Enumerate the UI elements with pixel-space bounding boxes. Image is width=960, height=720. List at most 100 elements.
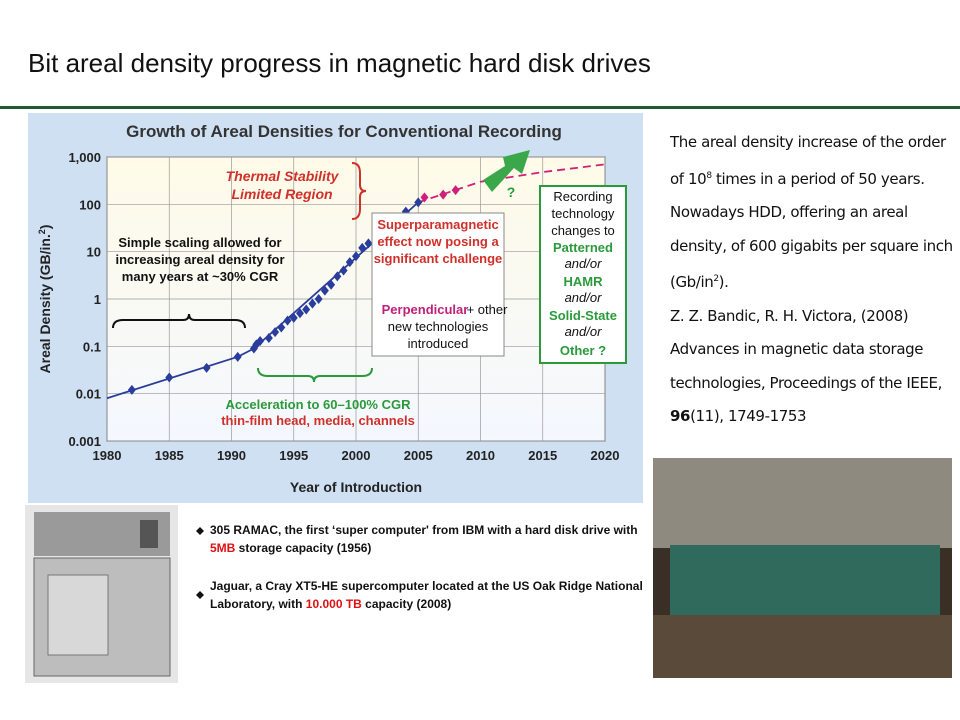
- data-point: [339, 265, 348, 276]
- data-point: [165, 372, 174, 383]
- red-brace: [351, 162, 367, 220]
- volume: 96: [670, 407, 691, 425]
- data-point: [256, 335, 265, 346]
- ramac-photo: [25, 505, 178, 683]
- data-point: [127, 384, 136, 395]
- chart-title: Growth of Areal Densities for Convention…: [126, 122, 562, 141]
- text: (11), 1749-1753: [690, 407, 807, 425]
- text: Jaguar, a Cray XT5-HE supercomputer loca…: [210, 579, 643, 611]
- note-line: Recording: [553, 189, 612, 204]
- y-label-part: ): [37, 225, 53, 230]
- title-rule: [0, 106, 960, 109]
- thermal-note: Thermal Stability Limited Region: [226, 168, 340, 202]
- recording-box: [539, 185, 627, 364]
- y-tick-label: 1: [94, 292, 101, 307]
- note-line: Patterned: [553, 240, 613, 255]
- x-tick-label: 1985: [155, 448, 184, 463]
- question-mark: ?: [507, 184, 516, 200]
- scaling-note: Simple scaling allowed for increasing ar…: [115, 235, 284, 284]
- x-tick-label: 1980: [93, 448, 122, 463]
- x-tick-label: 2005: [404, 448, 433, 463]
- data-point: [320, 285, 329, 296]
- caption: Jaguar, a Cray XT5-HE supercomputer loca…: [197, 577, 657, 613]
- data-point: [414, 197, 423, 208]
- y-tick-label: 100: [79, 197, 101, 212]
- data-point: [420, 192, 429, 203]
- x-tick-label: 2000: [342, 448, 371, 463]
- authors: Z. Z. Bandic, R. H. Victora, (2008): [670, 306, 909, 325]
- note-line: thin-film head, media, channels: [221, 413, 415, 428]
- projection-line: [417, 163, 606, 204]
- text: Advances in magnetic data storage techno…: [670, 340, 942, 392]
- superscript: 2: [713, 274, 719, 284]
- recording-note: Recording technology changes to Patterne…: [549, 189, 617, 358]
- note-line: technology: [552, 206, 615, 221]
- text: ).: [718, 273, 729, 291]
- caption: 305 RAMAC, the first ‘super computer' fr…: [197, 521, 657, 557]
- note-line: Superparamagnetic: [377, 217, 498, 232]
- data-point: [264, 332, 273, 343]
- note-line: introduced: [408, 336, 469, 351]
- slide-title: Bit areal density progress in magnetic h…: [28, 48, 651, 78]
- reference: Advances in magnetic data storage techno…: [670, 333, 956, 434]
- note-line: many years at ~30% CGR: [122, 269, 279, 284]
- challenge-box: [371, 212, 505, 357]
- black-brace: [112, 313, 246, 329]
- note-line: and/or: [565, 256, 603, 271]
- text: capacity (2008): [361, 597, 452, 611]
- acceleration-note: Acceleration to 60–100% CGR thin-film he…: [221, 397, 415, 428]
- note-line: effect now posing a: [377, 234, 499, 249]
- data-point: [451, 185, 460, 196]
- note-line: and/or: [565, 290, 603, 305]
- green-brace: [257, 367, 373, 383]
- captions: 305 RAMAC, the first ‘super computer' fr…: [197, 521, 657, 633]
- x-tick-label: 2020: [591, 448, 620, 463]
- note-line: Solid-State: [549, 308, 617, 323]
- text: 305 RAMAC, the first ‘super computer' fr…: [210, 523, 638, 537]
- data-point: [364, 238, 373, 249]
- summary: The areal density increase of the order …: [670, 126, 956, 300]
- y-label-sup: 2: [37, 229, 47, 234]
- caption-bullets: [196, 527, 204, 599]
- data-point: [271, 327, 280, 338]
- data-point: [295, 308, 304, 319]
- text: times in a period of 50 years. Nowadays …: [670, 169, 953, 292]
- note-line: increasing areal density for: [115, 252, 284, 267]
- note-line: significant challenge: [374, 251, 503, 266]
- text: storage capacity (1956): [235, 541, 372, 555]
- data-point: [302, 304, 311, 315]
- note-line: + other: [467, 302, 509, 317]
- text: The areal density increase of the order …: [670, 133, 946, 188]
- data-point: [314, 294, 323, 304]
- note-line: and/or: [565, 324, 603, 339]
- note-line: Acceleration to 60–100% CGR: [226, 397, 412, 412]
- x-tick-label: 2015: [528, 448, 557, 463]
- data-point: [327, 279, 336, 290]
- note-line: Other ?: [560, 343, 606, 358]
- note-line: HAMR: [564, 274, 604, 289]
- y-tick-label: 10: [87, 245, 101, 260]
- note-line: Simple scaling allowed for: [118, 235, 281, 250]
- note-line: changes to: [551, 223, 615, 238]
- description: The areal density increase of the order …: [670, 126, 956, 434]
- note-line: Limited Region: [231, 186, 332, 202]
- data-point: [439, 189, 448, 200]
- superscript: 8: [706, 170, 712, 181]
- data-point: [333, 271, 342, 282]
- highlight: 10.000 TB: [305, 597, 362, 611]
- data-point: [289, 312, 298, 323]
- data-point: [345, 257, 354, 268]
- x-tick-label: 2010: [466, 448, 495, 463]
- y-axis-label: Areal Density (GB/in.2): [37, 225, 53, 374]
- jaguar-photo: [653, 458, 952, 678]
- y-tick-label: 0.001: [68, 434, 101, 449]
- x-tick-label: 1990: [217, 448, 246, 463]
- note-line: new technologies: [388, 319, 489, 334]
- challenge-note: Superparamagnetic effect now posing a si…: [374, 217, 508, 351]
- note-line: Perpendicular: [382, 302, 469, 317]
- data-point: [308, 298, 317, 309]
- y-tick-label: 1,000: [68, 150, 101, 165]
